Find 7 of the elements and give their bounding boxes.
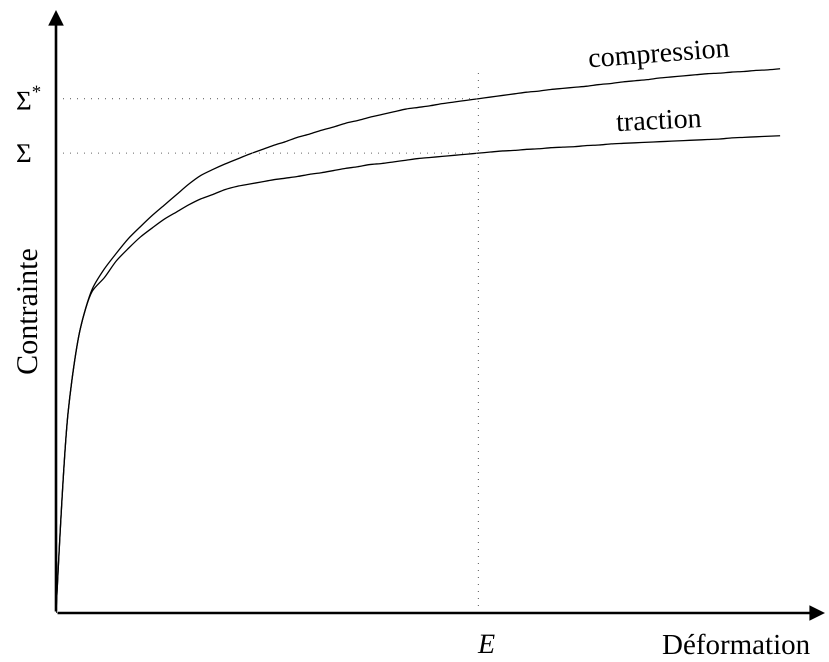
- x-axis-title: Déformation: [662, 629, 811, 661]
- ref-line-label: Σ$^{*}$: [16, 82, 42, 116]
- ref-line-label: Σ: [16, 138, 32, 168]
- text: E: [477, 629, 496, 660]
- y-axis-title: Contrainte: [11, 248, 44, 375]
- series-label: traction: [615, 102, 702, 138]
- series-label: compression: [587, 32, 731, 74]
